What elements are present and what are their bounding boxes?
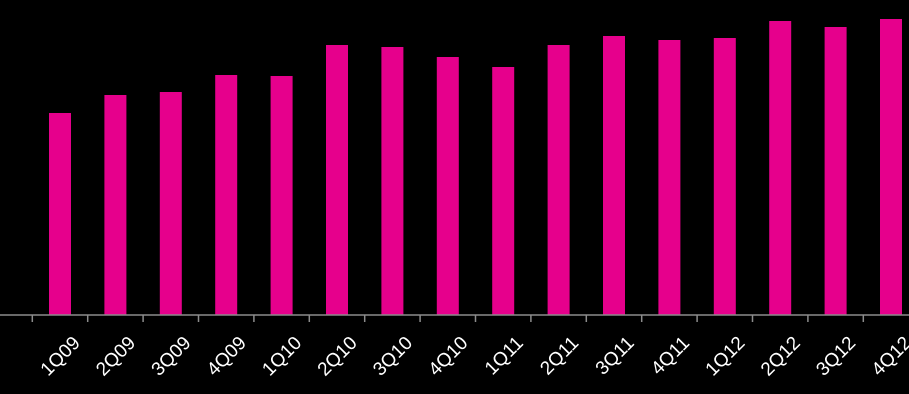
bar-3q09	[159, 92, 182, 315]
x-tick-label: 4Q11	[647, 333, 694, 380]
bar-1q12	[713, 38, 736, 315]
x-tick-label: 4Q10	[425, 333, 473, 381]
x-tick-label: 3Q12	[812, 333, 860, 381]
x-tick-label: 4Q12	[868, 333, 909, 381]
x-axis-ticks	[31, 315, 865, 322]
x-tick-label: 3Q10	[369, 333, 417, 381]
x-tick-label: 2Q10	[314, 333, 362, 381]
bar-1q09	[49, 113, 71, 315]
bar-1q10	[270, 76, 293, 315]
x-tick-label: 1Q09	[37, 333, 85, 381]
bar-3q10	[381, 47, 404, 315]
bar-2q09	[104, 95, 127, 315]
bar-1q11	[492, 67, 515, 315]
bar-4q10	[436, 57, 459, 315]
bar-2q10	[326, 45, 348, 315]
bar-2q12	[769, 21, 792, 315]
bar-4q09	[215, 75, 238, 315]
x-tick-label: 1Q11	[481, 333, 528, 380]
x-tick-label: 3Q11	[592, 333, 639, 380]
x-tick-label: 1Q10	[258, 333, 306, 381]
bar-3q11	[603, 36, 625, 315]
bar-4q11	[658, 40, 681, 315]
bar-2q11	[547, 45, 570, 315]
bars-group	[49, 19, 902, 315]
bar-3q12	[824, 27, 847, 315]
x-tick-label: 2Q12	[757, 333, 805, 381]
x-tick-labels: 1Q09 2Q09 3Q09 4Q09 1Q10 2Q10 3Q10 4Q10 1Q11 2Q11…	[37, 333, 909, 381]
x-tick-label: 4Q09	[203, 333, 251, 381]
x-tick-label: 2Q09	[92, 333, 140, 381]
x-tick-label: 3Q09	[148, 333, 196, 381]
x-tick-label: 1Q12	[702, 333, 750, 381]
x-tick-label: 2Q11	[536, 333, 583, 380]
bar-4q12	[880, 19, 902, 315]
